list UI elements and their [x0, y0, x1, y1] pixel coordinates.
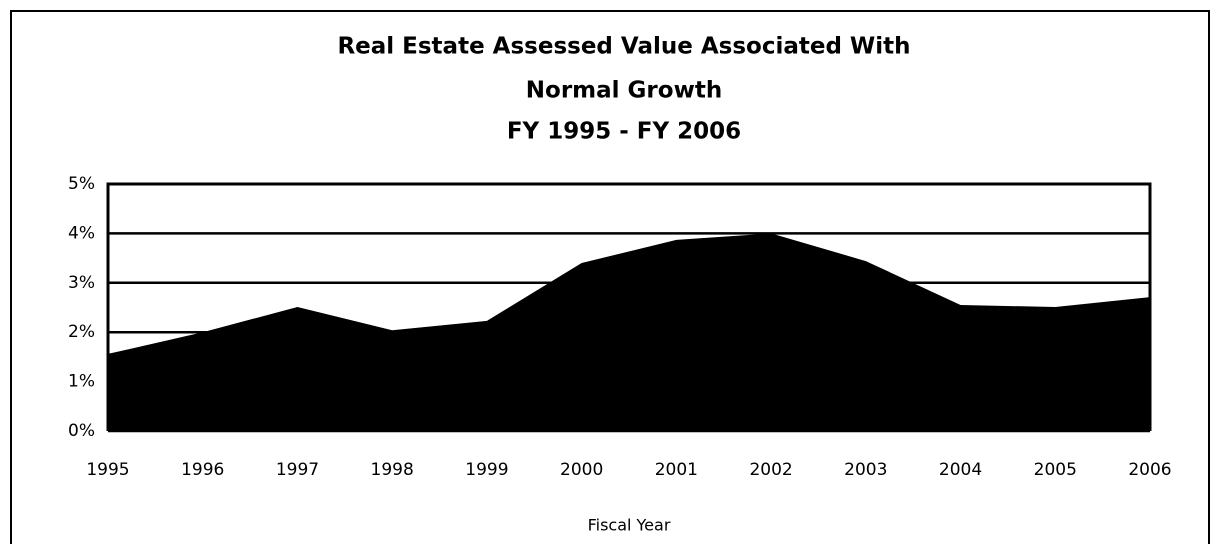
plot [108, 233, 1150, 431]
area [108, 233, 1150, 431]
x-tick-label: 2000 [560, 460, 603, 480]
x-tick-label: 1998 [371, 460, 414, 480]
y-tick-label: 4% [68, 223, 95, 243]
x-tick-label: 2002 [749, 460, 792, 480]
y-tick-label: 3% [68, 273, 95, 293]
x-tick-label: 2001 [655, 460, 698, 480]
x-tick-label: 1995 [86, 460, 129, 480]
chart-title: Real Estate Assessed Value Associated Wi… [337, 34, 910, 60]
x-tick-label: 2005 [1034, 460, 1077, 480]
chart-frame [10, 10, 1210, 544]
x-tick-label: 1997 [276, 460, 319, 480]
x-axis-label: Fiscal Year [588, 516, 671, 535]
x-tick-label: 1999 [465, 460, 508, 480]
x-tick-label: 2004 [939, 460, 982, 480]
y-tick-label: 5% [68, 174, 95, 194]
x-tick-label: 2006 [1128, 460, 1171, 480]
chart-title: FY 1995 - FY 2006 [507, 119, 741, 145]
chart-title: Normal Growth [526, 78, 722, 104]
y-tick-label: 1% [68, 372, 95, 392]
y-tick-label: 0% [68, 421, 95, 441]
x-tick-label: 1996 [181, 460, 224, 480]
y-tick-label: 2% [68, 322, 95, 342]
plot-frame [106, 182, 1152, 431]
x-tick-label: 2003 [844, 460, 887, 480]
